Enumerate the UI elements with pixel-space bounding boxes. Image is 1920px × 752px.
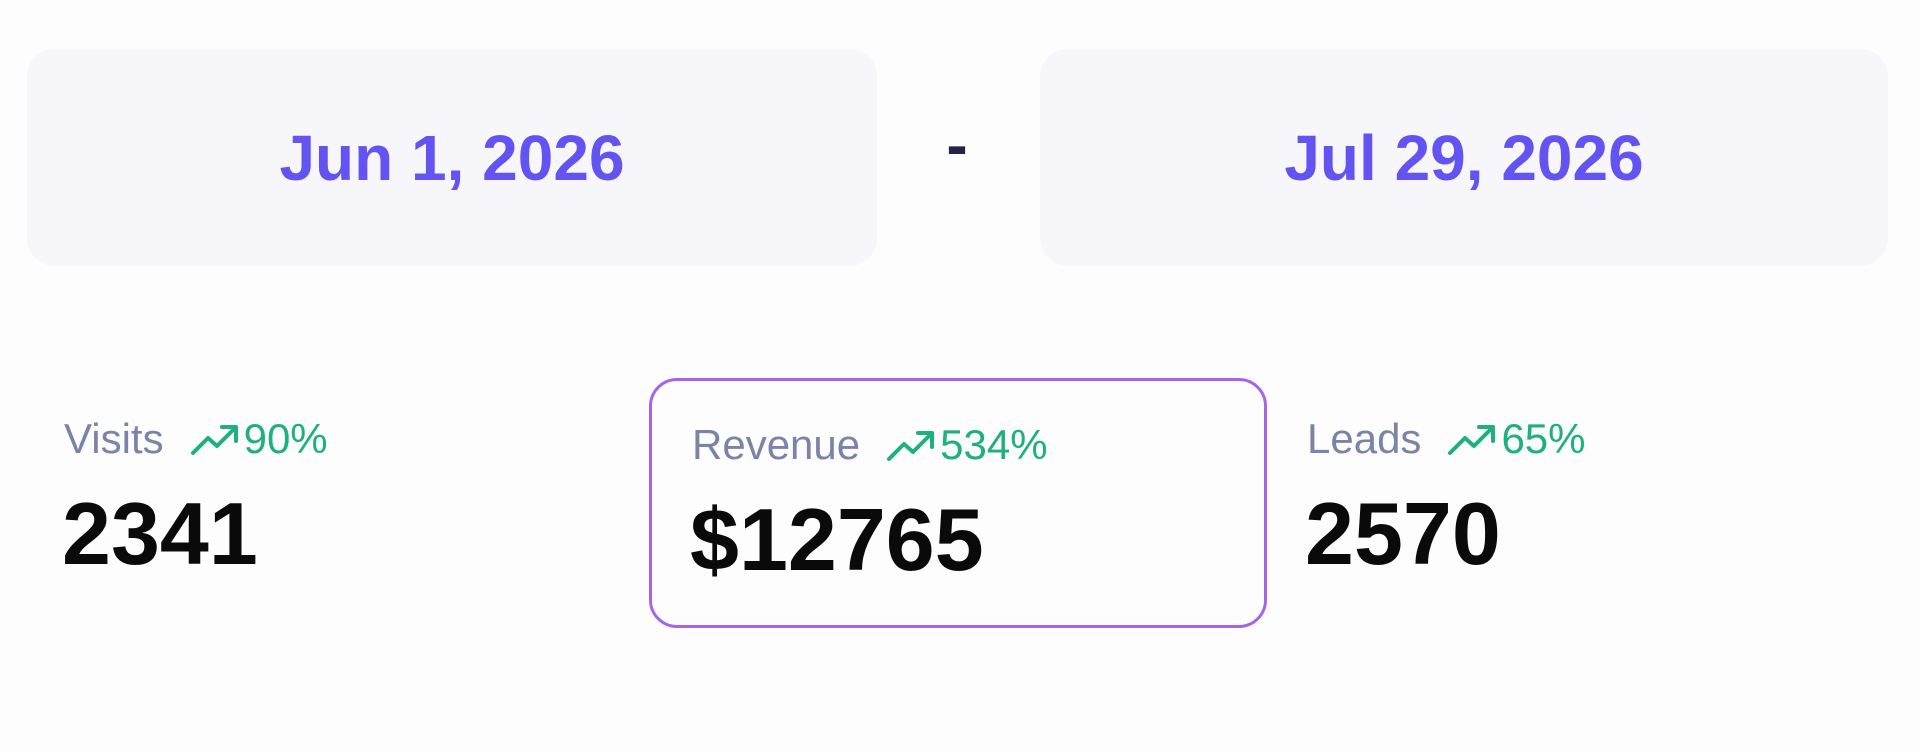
metric-label: Visits [64,415,164,462]
metric-value: $12765 [690,490,984,589]
metric-change: 90% [243,415,328,462]
trend-up-icon [887,431,935,461]
metric-card[interactable]: Revenue 534% $12765 [649,378,1267,628]
metric-value: 2570 [1305,484,1501,583]
trend-up-icon [190,425,238,455]
start-date-field[interactable]: Jun 1, 2026 [27,49,877,266]
metric-label: Revenue [692,421,861,468]
metric-change: 65% [1501,415,1586,462]
metric-card[interactable]: Visits 90% 2341 [24,378,642,628]
metric-card[interactable]: Leads 65% 2570 [1267,378,1885,628]
metric-header: Revenue 534% [692,421,1048,469]
start-date: Jun 1, 2026 [279,121,625,194]
metric-header: Visits 90% [64,415,328,463]
metric-change: 534% [940,421,1048,468]
date-separator: - [946,109,968,181]
metric-label: Leads [1307,415,1422,462]
trend-up-icon [1448,425,1496,455]
metric-value: 2341 [62,484,258,583]
end-date: Jul 29, 2026 [1284,121,1644,194]
end-date-field[interactable]: Jul 29, 2026 [1040,49,1888,266]
metric-header: Leads 65% [1307,415,1586,463]
